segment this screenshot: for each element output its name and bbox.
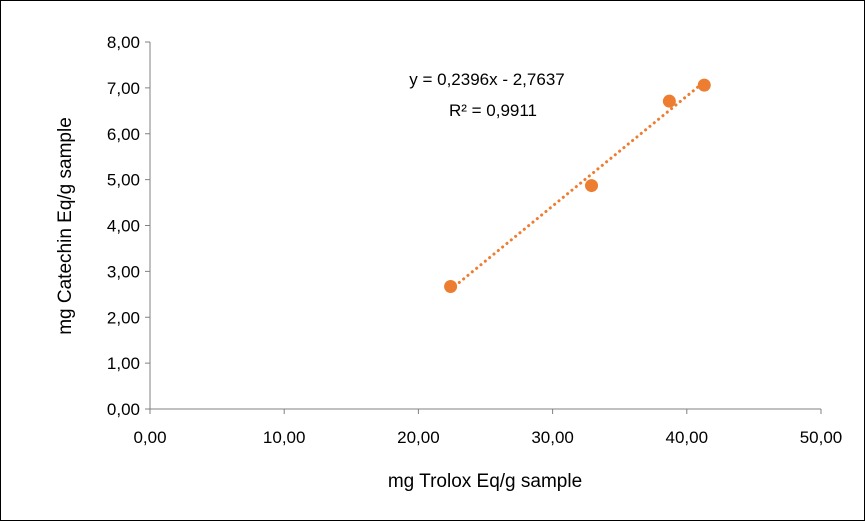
data-point — [585, 179, 599, 193]
y-tick-label: 2,00 — [107, 308, 140, 327]
x-tick-label: 0,00 — [133, 428, 166, 447]
axes — [145, 41, 822, 414]
x-tick-labels: 0,00 10,00 20,00 30,00 40,00 50,00 — [133, 428, 842, 447]
data-point — [697, 78, 711, 92]
trendline-r-squared: R² = 0,9911 — [449, 101, 537, 120]
y-tick-label: 6,00 — [107, 125, 140, 144]
y-tick-labels: 0,00 1,00 2,00 3,00 4,00 5,00 6,00 7,00 8,00 — [107, 33, 140, 419]
data-point — [662, 94, 676, 108]
y-tick-label: 8,00 — [107, 33, 140, 52]
data-points — [444, 78, 711, 294]
trendline — [449, 80, 706, 292]
y-tick-label: 3,00 — [107, 262, 140, 281]
x-tick-label: 10,00 — [263, 428, 306, 447]
x-tick-label: 40,00 — [666, 428, 709, 447]
y-tick-label: 7,00 — [107, 79, 140, 98]
y-axis-title: mg Catechin Eq/g sample — [55, 117, 76, 335]
x-axis-title: mg Trolox Eq/g sample — [388, 471, 582, 492]
x-tick-label: 30,00 — [531, 428, 574, 447]
y-tick-label: 0,00 — [107, 400, 140, 419]
y-tick-label: 1,00 — [107, 354, 140, 373]
y-tick-label: 5,00 — [107, 171, 140, 190]
y-tick-label: 4,00 — [107, 217, 140, 236]
x-tick-label: 20,00 — [397, 428, 440, 447]
trendline-equation: y = 0,2396x - 2,7637 — [409, 70, 564, 89]
x-tick-label: 50,00 — [800, 428, 843, 447]
data-point — [444, 280, 458, 294]
